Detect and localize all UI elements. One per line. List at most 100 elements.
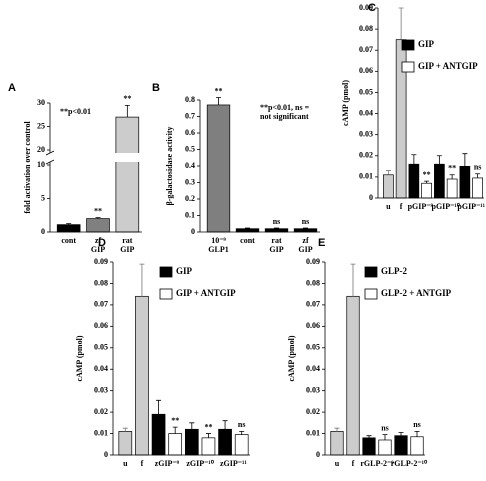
error-bar	[189, 422, 195, 430]
y-tick-label: 0.3	[185, 177, 195, 186]
axis-break-mark	[45, 150, 55, 165]
error-bar	[216, 97, 221, 105]
bar	[472, 177, 483, 199]
bar	[446, 178, 458, 199]
bar	[394, 435, 408, 456]
bar	[234, 434, 249, 456]
y-axis-label: cAMP (pmol)	[75, 335, 84, 381]
x-tick-label: f	[141, 459, 144, 468]
significance-label: ns	[302, 217, 310, 226]
x-tick-label: f	[352, 459, 355, 468]
y-axis-label: cAMP (pmol)	[341, 80, 350, 126]
significance-label: ns	[238, 420, 246, 429]
panel-letter: D	[98, 237, 106, 249]
significance-label: **	[94, 206, 102, 215]
y-tick-label: 20	[37, 145, 45, 154]
bar	[118, 431, 133, 456]
y-tick-label: 0.08	[94, 278, 108, 287]
error-bar	[274, 227, 279, 229]
y-tick-label: 0.03	[306, 385, 320, 394]
error-bar	[475, 173, 481, 178]
y-tick-label: 30	[37, 98, 45, 107]
error-bar	[398, 432, 404, 436]
error-bar	[424, 180, 430, 184]
y-tick-label: 0.7	[185, 111, 195, 120]
y-tick-label: 0	[369, 193, 373, 202]
legend-label: GIP	[418, 39, 435, 49]
significance-label: ns	[273, 217, 281, 226]
note: **p<0.01	[60, 107, 91, 116]
error-bar	[398, 7, 404, 40]
bar	[434, 163, 445, 199]
y-tick-label: 0.08	[359, 24, 373, 33]
bar	[135, 295, 149, 456]
x-tick-label: zf GIP	[91, 236, 105, 254]
error-bar	[414, 431, 420, 437]
y-tick-label: 0	[316, 450, 320, 459]
y-tick-label: 0.04	[359, 108, 373, 117]
significance-label: ns	[381, 423, 389, 432]
y-tick-label: 0.06	[306, 321, 320, 330]
y-tick-label: 0.07	[359, 45, 373, 54]
bar	[264, 228, 289, 233]
legend-swatch	[159, 266, 173, 278]
bar	[151, 413, 166, 456]
bar	[201, 437, 216, 456]
error-bar	[205, 433, 211, 438]
significance-label: **	[423, 170, 431, 179]
y-tick-label: 0	[104, 450, 108, 459]
x-tick-label: rat GIP	[269, 236, 283, 254]
error-bar	[449, 174, 455, 179]
y-tick-label: 0.06	[94, 321, 108, 330]
y-tick-label: 25	[37, 121, 45, 130]
y-tick-label: 0.05	[94, 343, 108, 352]
bar	[56, 224, 81, 233]
significance-label: ns	[413, 420, 421, 429]
y-tick-label: 0.02	[306, 407, 320, 416]
x-tick-label: pGIP⁻¹⁰	[432, 202, 461, 211]
x-tick-label: u	[123, 459, 128, 468]
x-tick-label: cont	[240, 236, 255, 245]
error-bar	[436, 155, 442, 165]
error-bar	[334, 427, 340, 432]
y-axis-label: cAMP (pmol)	[287, 335, 296, 381]
error-bar	[350, 263, 356, 297]
x-tick-label: f	[400, 202, 403, 211]
y-tick-label: 0.01	[94, 428, 108, 437]
x-tick-label: 10⁻⁹ GLP1	[208, 236, 228, 254]
panel-letter: E	[318, 237, 325, 249]
significance-label: ns	[474, 163, 482, 172]
bar	[218, 428, 232, 456]
bar	[330, 431, 344, 456]
error-bar	[156, 399, 162, 415]
y-tick-label: 0.09	[359, 3, 373, 12]
x-tick-label: zf GIP	[298, 236, 312, 254]
y-tick-label: 0	[41, 227, 45, 236]
significance-label: **	[204, 422, 212, 431]
error-bar	[172, 426, 178, 434]
error-bar	[95, 217, 101, 219]
y-tick-label: 0.02	[359, 151, 373, 160]
bar	[383, 174, 394, 199]
y-tick-label: 5	[41, 193, 45, 202]
panel-letter: A	[8, 82, 16, 94]
bar	[206, 104, 231, 233]
legend-label: GLP-2 + ANTGIP	[381, 288, 452, 298]
y-tick-label: 0.09	[94, 257, 108, 266]
y-tick-label: 0.03	[94, 385, 108, 394]
legend-swatch	[159, 288, 173, 300]
x-tick-label: cont	[61, 236, 76, 245]
y-tick-label: 0.2	[185, 194, 195, 203]
y-tick-label: 0.4	[185, 161, 195, 170]
bar	[421, 182, 432, 199]
bar	[168, 433, 183, 456]
error-bar	[462, 153, 468, 167]
y-tick-label: 0.1	[185, 210, 195, 219]
y-tick-label: 0.05	[359, 87, 373, 96]
y-tick-label: 0.8	[185, 95, 195, 104]
y-tick-label: 0.08	[306, 278, 320, 287]
bar	[293, 228, 318, 233]
axis-break-gap	[44, 153, 142, 162]
y-axis-label: β-galactosidase activity	[165, 126, 174, 205]
y-tick-label: 0.07	[306, 300, 320, 309]
